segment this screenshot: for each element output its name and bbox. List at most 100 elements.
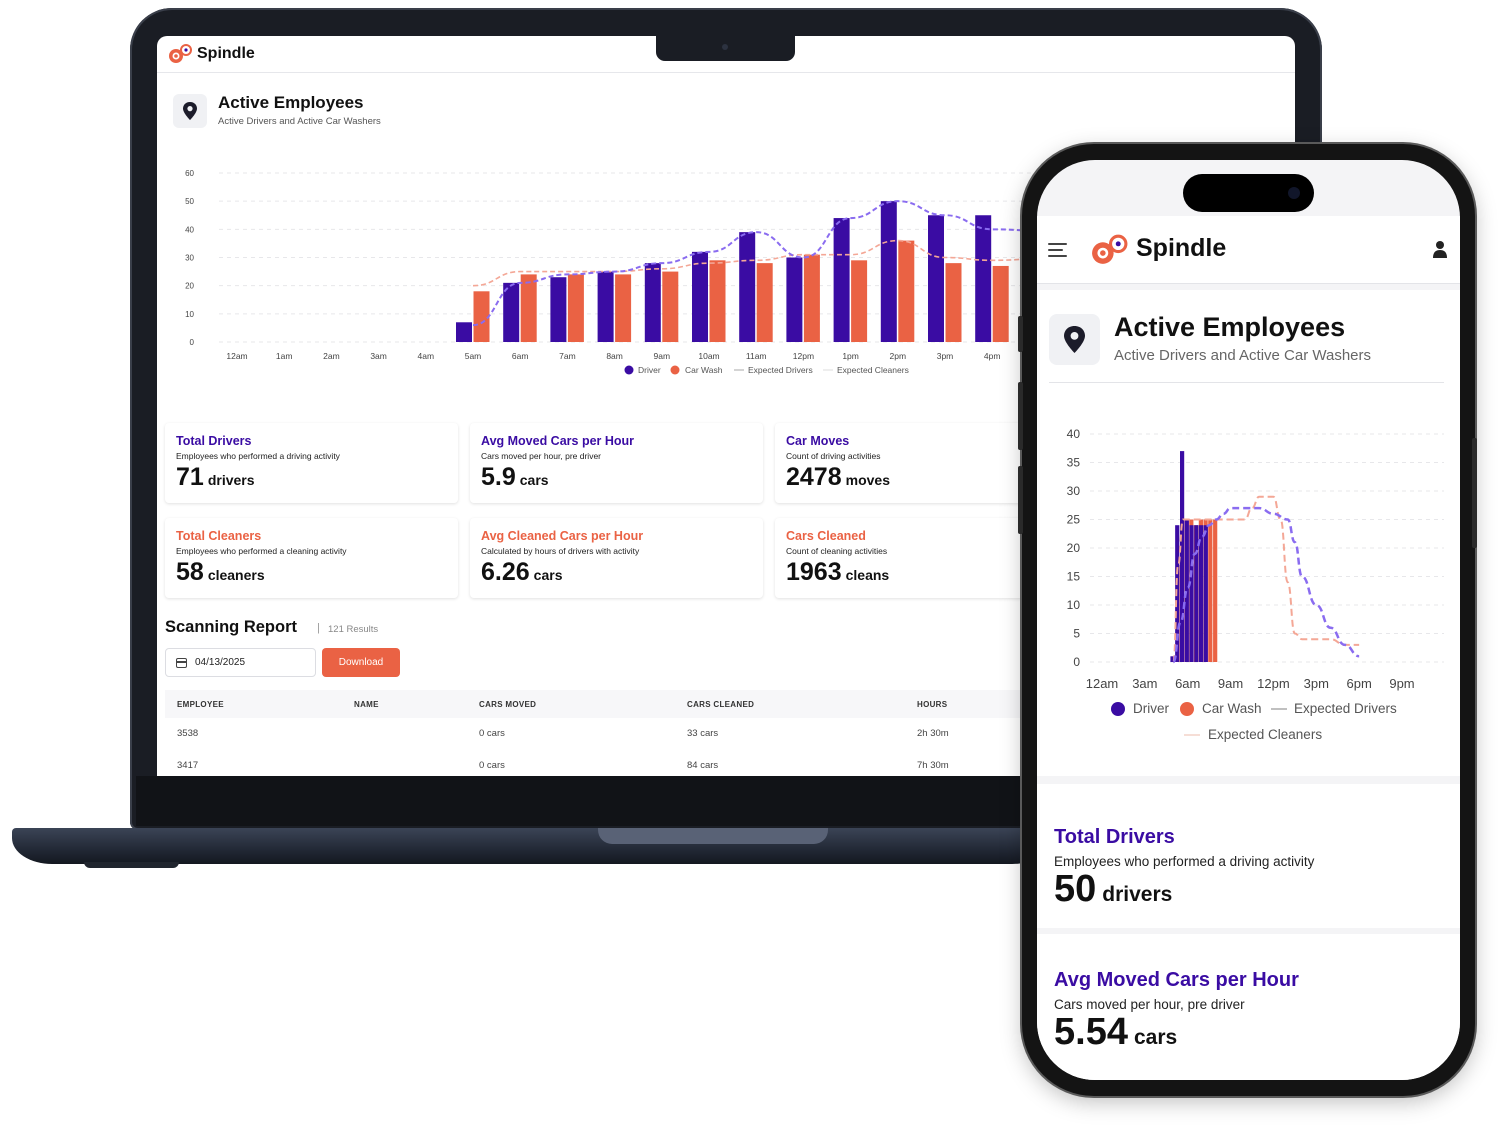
bar-car-wash: [992, 265, 1009, 342]
bar-car-wash: [803, 254, 820, 342]
x-tick-label: 3am: [1132, 676, 1157, 691]
column-header-hours[interactable]: HOURS: [917, 700, 948, 709]
x-tick-label: 5am: [465, 351, 482, 361]
legend-swatch-car-wash: [670, 365, 680, 375]
camera-notch: [656, 36, 795, 61]
stat-value: 5.9: [481, 463, 516, 491]
column-header-employee[interactable]: EMPLOYEE: [177, 700, 224, 709]
legend-label-expected-cleaners: Expected Cleaners: [1208, 727, 1322, 742]
date-input[interactable]: 04/13/2025: [165, 648, 316, 677]
stat-unit: cleaners: [207, 567, 265, 583]
dynamic-island: [1183, 174, 1314, 212]
bar-car-wash: [520, 274, 537, 342]
spindle-logo-icon[interactable]: [1089, 234, 1129, 266]
hamburger-menu-icon[interactable]: [1048, 243, 1067, 257]
bar-driver: [550, 277, 567, 342]
brand-name[interactable]: Spindle: [1136, 234, 1227, 262]
stat-unit: moves: [845, 472, 890, 488]
y-tick-label: 25: [1067, 513, 1081, 527]
user-icon[interactable]: [1433, 240, 1447, 258]
laptop-base: [12, 828, 1052, 864]
bar-driver: [739, 232, 756, 342]
phone-volume-down: [1018, 466, 1023, 534]
report-count: 121 Results: [328, 624, 379, 635]
y-tick-label: 60: [185, 169, 194, 178]
bar-driver: [1203, 525, 1208, 662]
stat-card-total-drivers: Total Drivers Employees who performed a …: [165, 423, 458, 503]
panel-subtitle: Active Drivers and Active Car Washers: [1114, 347, 1372, 364]
y-tick-label: 15: [1067, 570, 1081, 584]
x-tick-label: 12am: [1086, 676, 1119, 691]
bar-car-wash: [1213, 519, 1218, 662]
stat-description: Employees who performed a driving activi…: [1054, 854, 1315, 869]
stat-card-avg-moved: Avg Moved Cars per Hour Cars moved per h…: [470, 423, 763, 503]
app-header: Spindle: [157, 36, 1295, 73]
stat-unit: cars: [533, 567, 563, 583]
panel-title: Active Employees: [218, 93, 364, 112]
cell-cars-moved: 0 cars: [479, 760, 505, 771]
cell-cars-moved: 0 cars: [479, 728, 505, 739]
column-header-cars-moved[interactable]: CARS MOVED: [479, 700, 537, 709]
x-tick-label: 11am: [746, 351, 767, 361]
report-title: Scanning Report: [165, 618, 298, 636]
x-tick-label: 12pm: [1257, 676, 1290, 691]
y-tick-label: 10: [1067, 598, 1081, 612]
x-tick-label: 3am: [370, 351, 387, 361]
stat-description: Count of cleaning activities: [786, 546, 888, 556]
divider: [1049, 382, 1444, 383]
phone-mute-switch: [1018, 316, 1023, 352]
stat-card-total-drivers: Total Drivers Employees who performed a …: [1037, 784, 1460, 928]
y-tick-label: 30: [185, 254, 194, 263]
stat-unit: cars: [519, 472, 549, 488]
stat-value: 2478: [786, 463, 842, 491]
active-employees-chart: 0 10 20 30 40 50 60 12am 1am 2am 3am 4am 5am 6am 7am 8a…: [185, 169, 1086, 375]
x-tick-label: 4pm: [984, 351, 1001, 361]
phone-volume-up: [1018, 382, 1023, 450]
x-tick-label: 8am: [606, 351, 623, 361]
y-tick-label: 10: [185, 310, 194, 319]
x-tick-label: 6am: [1175, 676, 1200, 691]
legend-swatch-driver: [1111, 702, 1125, 716]
x-tick-label: 6pm: [1346, 676, 1371, 691]
x-tick-label: 1pm: [842, 351, 859, 361]
x-tick-label: 12pm: [793, 351, 814, 361]
line-expected-drivers: [1172, 506, 1360, 664]
stat-value: 50: [1054, 868, 1097, 910]
mobile-panel: Active Employees Active Drivers and Acti…: [1037, 290, 1460, 776]
laptop-hinge: [598, 828, 828, 844]
x-tick-label: 2am: [323, 351, 340, 361]
x-tick-label: 3pm: [937, 351, 954, 361]
mobile-header: Spindle: [1037, 216, 1460, 284]
bar-driver: [644, 263, 661, 342]
bar-driver: [1184, 519, 1189, 662]
legend-label-driver: Driver: [1133, 701, 1170, 716]
y-tick-label: 5: [1073, 627, 1080, 641]
bar-driver: [692, 251, 708, 342]
stat-description: Employees who performed a cleaning activ…: [176, 546, 347, 556]
bar-driver: [597, 271, 614, 342]
y-tick-label: 20: [185, 282, 194, 291]
laptop-foot: [84, 862, 179, 868]
column-header-cars-cleaned[interactable]: CARS CLEANED: [687, 700, 755, 709]
stat-unit: drivers: [1102, 883, 1173, 906]
x-tick-label: 6am: [512, 351, 529, 361]
bar-driver: [928, 215, 944, 342]
spindle-logo-icon[interactable]: [167, 44, 193, 64]
stat-card-total-cleaners: Total Cleaners Employees who performed a…: [165, 518, 458, 598]
stat-description: Count of driving activities: [786, 451, 881, 461]
stat-unit: cars: [1133, 1026, 1178, 1049]
report-separator: |: [317, 622, 320, 634]
date-value: 04/13/2025: [195, 657, 246, 668]
cell-cars-cleaned: 84 cars: [687, 760, 719, 771]
stat-description: Cars moved per hour, pre driver: [481, 451, 601, 461]
y-tick-label: 50: [185, 197, 194, 206]
legend-label-expected-drivers: Expected Drivers: [1294, 701, 1397, 716]
legend-swatch-driver: [624, 365, 634, 375]
line-expected-drivers: [472, 200, 1086, 327]
phone-side-button: [1472, 438, 1477, 548]
download-button[interactable]: Download: [322, 648, 400, 677]
column-header-name[interactable]: NAME: [354, 700, 379, 709]
map-pin-icon: [1064, 326, 1085, 353]
brand-name[interactable]: Spindle: [197, 45, 255, 62]
legend-label-expected-cleaners: Expected Cleaners: [837, 365, 909, 375]
